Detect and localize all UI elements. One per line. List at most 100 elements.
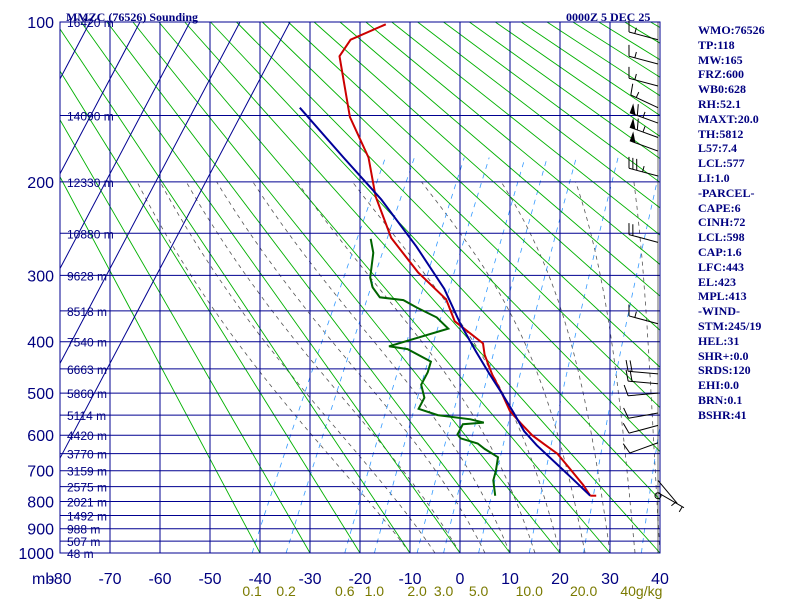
x-axis-prefix: mb	[32, 571, 54, 588]
wind-half-barb	[634, 27, 637, 34]
wind-barb-staff	[628, 55, 659, 65]
wind-barb	[629, 117, 659, 138]
moist-adiabat	[575, 181, 636, 554]
index-item: BSHR:41	[698, 407, 747, 422]
wind-barb-staff	[628, 412, 659, 419]
mixing-ratio-line	[416, 157, 526, 554]
wind-barb-staff	[628, 77, 659, 87]
index-item: BRN:0.1	[698, 392, 743, 407]
index-item: CAP:1.6	[698, 244, 742, 259]
wind-half-barb	[642, 165, 645, 172]
index-item: LCL:598	[698, 230, 745, 245]
pressure-tick-label: 100	[27, 15, 54, 32]
wind-half-barb	[635, 91, 640, 98]
mixing-ratio-line	[528, 157, 619, 554]
height-label: 2021 m	[67, 496, 107, 510]
wind-barb	[622, 442, 659, 454]
wind-full-barb	[629, 370, 633, 382]
wind-full-barb	[630, 83, 634, 96]
moist-adiabat	[185, 181, 461, 554]
pressure-tick-label: 500	[27, 386, 54, 403]
temperature-tick-label: 30	[601, 571, 619, 588]
dry-adiabat	[80, 21, 461, 554]
wind-barb-staff	[628, 315, 659, 325]
dry-adiabat	[365, 21, 661, 265]
isobars	[59, 21, 661, 554]
dry-adiabat	[158, 21, 611, 554]
index-item: FRZ:600	[698, 67, 744, 82]
mixing-ratio-label: 0.2	[276, 583, 296, 599]
index-item: TP:118	[698, 37, 735, 52]
height-label: 1492 m	[67, 510, 107, 524]
dry-adiabat	[339, 21, 661, 297]
height-label: 507 m	[67, 535, 100, 549]
temperature-tick-label: -20	[348, 571, 371, 588]
dry-adiabat	[287, 21, 661, 368]
height-label: 7540 m	[67, 336, 107, 350]
mixing-ratio-label: 5.0	[469, 583, 489, 599]
plot-frame	[59, 21, 661, 554]
temperature-tick-label: -80	[48, 571, 71, 588]
wind-full-barb	[623, 384, 629, 396]
dry-adiabat	[236, 21, 661, 452]
mixing-ratio-line	[583, 169, 661, 554]
mixing-ratio-label: 0.6	[335, 583, 355, 599]
index-item: EL:423	[698, 274, 737, 289]
wind-full-barb	[629, 360, 633, 372]
pressure-tick-label: 800	[27, 495, 54, 512]
isotherm	[59, 21, 141, 174]
temperature-tick-label: -10	[398, 571, 421, 588]
mixing-ratio-label: 40g/kg	[620, 583, 662, 599]
index-item: STM:245/19	[698, 318, 762, 333]
mixing-ratio-label: 1.0	[365, 583, 385, 599]
wind-barb	[623, 384, 659, 397]
dry-adiabat	[59, 119, 311, 554]
index-item: L57:7.4	[698, 141, 737, 156]
moist-adiabats	[136, 181, 661, 554]
height-label: 16420 m	[67, 16, 114, 30]
height-label: 6663 m	[67, 363, 107, 377]
dry-adiabats	[59, 21, 661, 554]
wind-barb	[629, 103, 659, 124]
dry-adiabat	[624, 21, 661, 44]
dewpoint-profile	[369, 238, 500, 496]
moist-adiabat	[352, 181, 561, 554]
temperature-tick-label: 40	[651, 571, 669, 588]
wind-barb-staff	[628, 424, 659, 434]
isotherm	[59, 21, 291, 459]
dry-adiabat	[106, 21, 511, 554]
mixing-ratio-label: 3.0	[434, 583, 454, 599]
wind-barb	[630, 83, 659, 109]
dry-adiabat	[650, 21, 661, 28]
wind-barbs	[622, 20, 685, 553]
wind-half-barb	[634, 73, 637, 80]
index-item: HEL:31	[698, 333, 740, 348]
wind-half-barb	[642, 126, 646, 133]
height-label: 8518 m	[67, 305, 107, 319]
wind-full-barb	[625, 369, 629, 382]
isotherm	[59, 21, 191, 269]
wind-barb	[623, 407, 659, 419]
index-item: CINH:72	[698, 215, 746, 230]
temperature-tick-label: -70	[98, 571, 121, 588]
wind-barb-staff	[628, 380, 659, 385]
wind-half-barb	[642, 111, 646, 118]
index-item: -PARCEL-	[698, 185, 755, 200]
pressure-tick-label: 900	[27, 522, 54, 539]
dry-adiabat	[546, 21, 661, 97]
mixing-ratio-label: 20.0	[570, 583, 597, 599]
pressure-tick-label: 200	[27, 175, 54, 192]
mixing-ratio-label: 0.1	[242, 583, 262, 599]
temperature-tick-label: -50	[198, 571, 221, 588]
dry-adiabat	[469, 21, 661, 160]
wind-barb	[628, 304, 659, 325]
temperature-tick-label: 10	[501, 571, 519, 588]
wind-barb	[622, 423, 659, 434]
wind-barb	[629, 131, 659, 152]
wind-barb-staff	[628, 167, 659, 177]
parcel-profile	[299, 107, 591, 497]
index-item: LFC:443	[698, 259, 744, 274]
index-item: -WIND-	[698, 304, 740, 319]
wind-barb	[628, 156, 659, 177]
calm-wind-marker	[654, 492, 662, 500]
